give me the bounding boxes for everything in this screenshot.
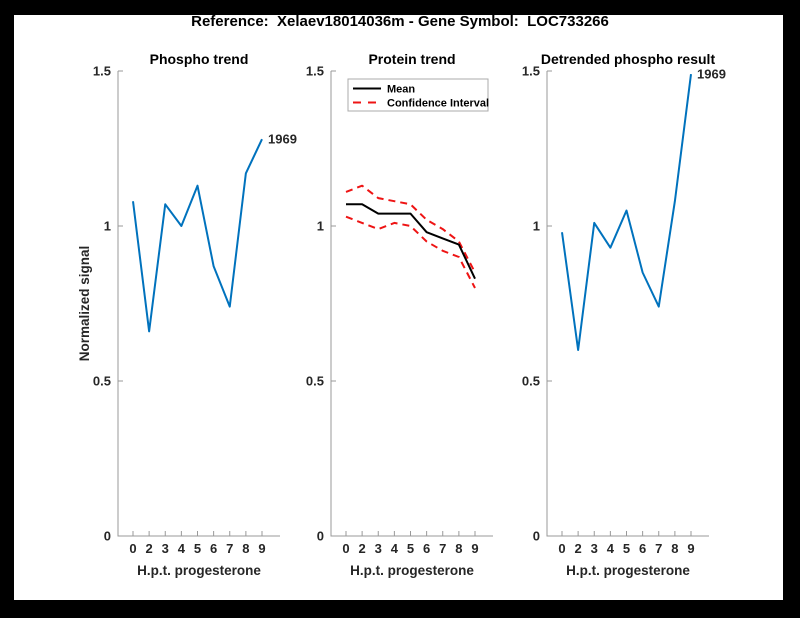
- x-tick-label: 2: [359, 541, 366, 556]
- x-tick-label: 7: [439, 541, 446, 556]
- y-tick-label: 1.5: [522, 64, 540, 79]
- x-tick-label: 0: [342, 541, 349, 556]
- protein-trend-subplot: 00.511.50 2 3 4 5 6 7 8 9H.p.t. progesteroneProt…: [306, 51, 493, 578]
- x-tick-label: 9: [258, 541, 265, 556]
- y-tick-label: 1.5: [306, 64, 324, 79]
- confidence-interval-upper-line: [345, 184, 476, 273]
- x-tick-label: 0: [558, 541, 565, 556]
- subplot-title: Detrended phospho result: [541, 51, 716, 67]
- x-tick-label: 3: [591, 541, 598, 556]
- y-tick-label: 1: [533, 219, 540, 234]
- x-tick-label: 0: [129, 541, 136, 556]
- figure-title: Reference: Xelaev18014036m - Gene Symbol…: [191, 13, 609, 30]
- x-tick-label: 5: [407, 541, 414, 556]
- legend-entry-label: Mean: [387, 84, 415, 96]
- x-tick-label: 4: [391, 541, 399, 556]
- x-tick-label: 4: [178, 541, 186, 556]
- x-tick-label: 9: [471, 541, 478, 556]
- subplot-title: Phospho trend: [150, 51, 249, 67]
- y-tick-label: 1.5: [93, 64, 111, 79]
- x-tick-label: 6: [423, 541, 430, 556]
- x-axis-label: H.p.t. progesterone: [566, 563, 690, 578]
- axes-lines: [117, 71, 280, 537]
- legend-entry-label: Confidence Interval: [387, 98, 489, 110]
- x-tick-label: 9: [687, 541, 694, 556]
- confidence-interval-lower-line: [345, 215, 476, 289]
- x-tick-label: 6: [210, 541, 217, 556]
- x-tick-label: 5: [194, 541, 201, 556]
- x-tick-label: 8: [671, 541, 678, 556]
- x-tick-label: 8: [455, 541, 462, 556]
- x-axis-label: H.p.t. progesterone: [137, 563, 261, 578]
- phospho-trend-subplot: 00.511.50 2 3 4 5 6 7 8 9H.p.t. progesteroneNorm…: [77, 51, 297, 578]
- y-tick-label: 0: [317, 529, 324, 544]
- series-annotation: 1969: [697, 67, 726, 82]
- x-tick-label: 3: [162, 541, 169, 556]
- x-axis-label: H.p.t. progesterone: [350, 563, 474, 578]
- x-tick-label: 4: [607, 541, 615, 556]
- x-tick-label: 2: [575, 541, 582, 556]
- y-tick-label: 0: [104, 529, 111, 544]
- y-tick-label: 0.5: [306, 374, 324, 389]
- x-tick-label: 3: [375, 541, 382, 556]
- y-tick-label: 0: [533, 529, 540, 544]
- x-tick-label: 7: [226, 541, 233, 556]
- x-tick-label: 7: [655, 541, 662, 556]
- detrended-phospho-signal-line: [561, 73, 692, 351]
- x-tick-label: 2: [146, 541, 153, 556]
- y-tick-label: 0.5: [93, 374, 111, 389]
- axes-lines: [330, 71, 493, 537]
- series-annotation: 1969: [268, 132, 297, 147]
- x-tick-label: 8: [242, 541, 249, 556]
- x-tick-label: 5: [623, 541, 630, 556]
- phospho-signal-line: [132, 138, 263, 333]
- subplot-title: Protein trend: [368, 51, 455, 67]
- legend-box: [347, 78, 489, 112]
- figure-canvas: [14, 15, 783, 600]
- detrended-phospho-result-subplot: 00.511.50 2 3 4 5 6 7 8 9H.p.t. progesteroneDetr…: [522, 51, 726, 578]
- y-axis-label: Normalized signal: [77, 246, 92, 362]
- y-tick-label: 1: [104, 219, 111, 234]
- mean-line: [346, 203, 476, 280]
- y-tick-label: 1: [317, 219, 324, 234]
- x-tick-label: 6: [639, 541, 646, 556]
- y-tick-label: 0.5: [522, 374, 540, 389]
